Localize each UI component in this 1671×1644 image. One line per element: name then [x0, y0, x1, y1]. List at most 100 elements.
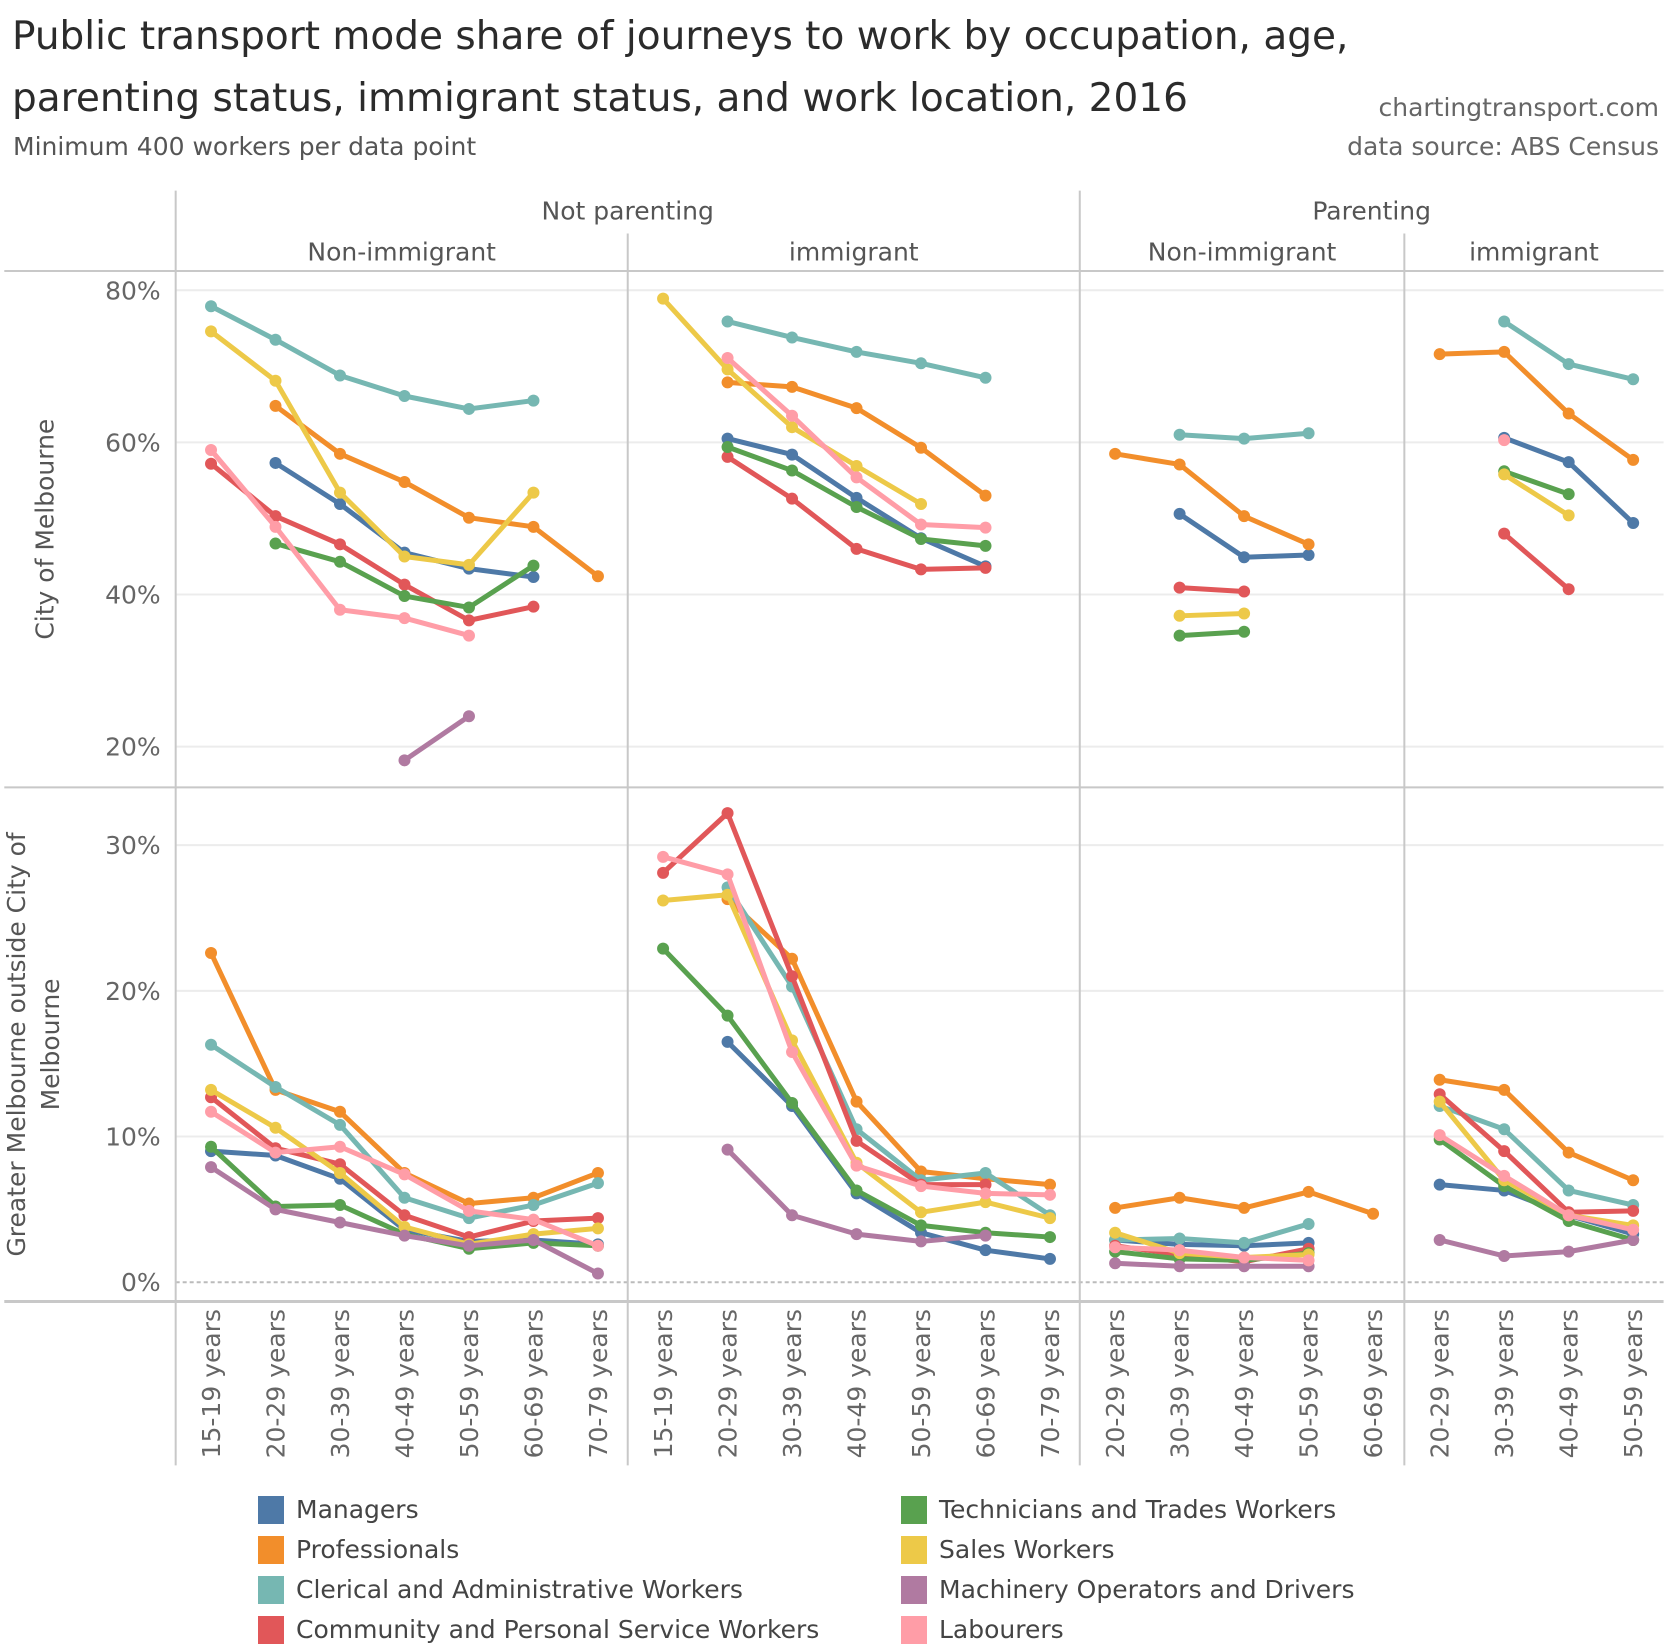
data-point [786, 1209, 799, 1222]
data-point [462, 710, 475, 723]
legend-label: Community and Personal Service Workers [296, 1615, 820, 1644]
data-point [979, 521, 992, 534]
data-point [1627, 517, 1640, 530]
data-point [591, 1239, 604, 1252]
data-point [1238, 551, 1251, 564]
series-line [725, 886, 1052, 1218]
data-point [721, 1009, 734, 1022]
series-line [661, 810, 986, 1188]
data-point [591, 1166, 604, 1179]
legend-label: Labourers [939, 1615, 1064, 1644]
series-line [725, 1040, 1051, 1262]
series-line [209, 329, 536, 568]
data-point [1238, 1236, 1251, 1249]
data-point [1238, 510, 1251, 523]
data-point [915, 357, 928, 370]
data-point [398, 1168, 411, 1181]
data-point [269, 537, 282, 550]
data-point [850, 471, 863, 484]
chart-title: Public transport mode share of journeys … [12, 14, 1349, 121]
data-point [1627, 373, 1640, 386]
x-tick-label: 15-19 years [197, 1309, 226, 1458]
data-point [1562, 1146, 1575, 1159]
data-point [333, 555, 346, 568]
data-point [1627, 1233, 1640, 1246]
series-line [1438, 1103, 1634, 1208]
x-tick-label: 60-69 years [519, 1309, 548, 1458]
data-point [850, 345, 863, 358]
data-point [333, 369, 346, 382]
legend-swatch [901, 1575, 927, 1604]
data-point [1238, 1251, 1251, 1264]
data-point [1498, 1145, 1511, 1158]
data-point [979, 1244, 992, 1257]
data-point [205, 1140, 218, 1153]
y-tick-label: 20% [105, 733, 161, 762]
data-point [915, 532, 928, 545]
data-point [1302, 548, 1315, 561]
data-point [786, 409, 799, 422]
data-point [1043, 1188, 1056, 1201]
data-point [591, 1267, 604, 1280]
data-point [850, 1095, 863, 1108]
data-point [398, 1209, 411, 1222]
data-point [462, 1239, 475, 1252]
x-tick-label: 50-59 years [455, 1309, 484, 1458]
series-line [1502, 472, 1571, 518]
data-point [979, 1166, 992, 1179]
data-point [398, 475, 411, 488]
data-point [205, 300, 218, 313]
column-subgroup-label: Non-immigrant [1148, 237, 1337, 266]
data-point [1043, 1178, 1056, 1191]
data-point [786, 492, 799, 505]
data-point [205, 1105, 218, 1118]
y-tick-label: 40% [105, 581, 161, 610]
data-point [1238, 1260, 1251, 1273]
data-point [205, 444, 218, 457]
data-point [205, 1083, 218, 1096]
data-point [333, 1118, 346, 1131]
x-tick-label: 30-39 years [1166, 1309, 1195, 1458]
legend-item: Sales Workers [901, 1535, 1115, 1564]
data-point [721, 888, 734, 901]
series-line [1503, 468, 1570, 497]
legend-swatch [901, 1615, 927, 1644]
data-point [269, 399, 282, 412]
data-point [1498, 345, 1511, 358]
data-point [527, 394, 540, 407]
data-point [269, 510, 282, 523]
data-point [915, 1165, 928, 1178]
data-point [1173, 507, 1186, 520]
data-point [721, 868, 734, 881]
series-line [1115, 1221, 1310, 1246]
legend-item: Technicians and Trades Workers [901, 1495, 1336, 1524]
data-point [205, 1038, 218, 1051]
data-point [915, 441, 928, 454]
legend-label: Clerical and Administrative Workers [296, 1575, 743, 1604]
data-point [657, 894, 670, 907]
data-point [979, 489, 992, 502]
data-point [1562, 1184, 1575, 1197]
data-point [786, 448, 799, 461]
series-line [1179, 611, 1245, 619]
data-point [1173, 1232, 1186, 1245]
data-point [721, 315, 734, 328]
data-point [1043, 1231, 1056, 1244]
data-point [591, 1212, 604, 1225]
data-point [915, 498, 928, 511]
data-point [786, 464, 799, 477]
data-point [657, 292, 670, 305]
data-point [1627, 453, 1640, 466]
legend-swatch [258, 1615, 284, 1644]
data-point [333, 1199, 346, 1212]
credit-site: chartingtransport.com [1378, 93, 1659, 122]
data-point [398, 1229, 411, 1242]
data-point [269, 1146, 282, 1159]
x-tick-label: 15-19 years [649, 1309, 678, 1458]
data-point [591, 1177, 604, 1190]
row-label-line: Melbourne [36, 978, 65, 1110]
data-point [786, 970, 799, 983]
series-line [1439, 349, 1635, 462]
data-point [915, 1206, 928, 1219]
data-point [1173, 1244, 1186, 1257]
